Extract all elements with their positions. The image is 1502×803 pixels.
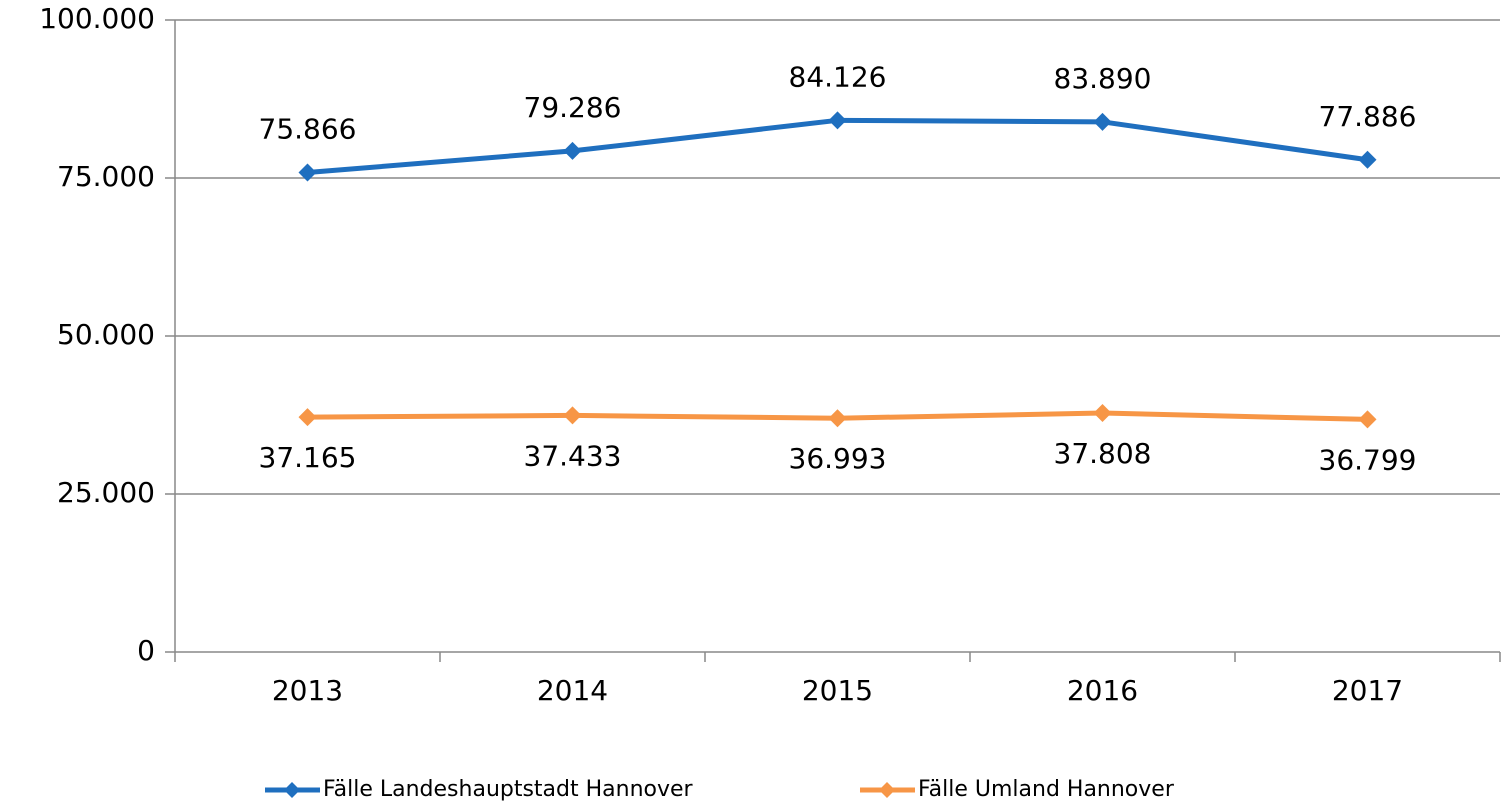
point xyxy=(298,163,317,182)
legend-marker xyxy=(879,782,895,798)
x-tick-label: 2017 xyxy=(1332,674,1403,707)
data-label: 84.126 xyxy=(789,60,887,93)
point xyxy=(828,111,847,130)
x-tick-label: 2014 xyxy=(537,674,608,707)
point xyxy=(1093,404,1112,423)
point xyxy=(563,406,582,425)
data-label: 83.890 xyxy=(1054,62,1152,95)
legend-marker xyxy=(284,782,300,798)
data-label: 77.886 xyxy=(1319,100,1417,133)
point xyxy=(1093,112,1112,131)
data-label: 79.286 xyxy=(524,91,622,124)
x-tick-label: 2013 xyxy=(272,674,343,707)
legend-label: Fälle Umland Hannover xyxy=(918,777,1175,802)
y-tick-label: 100.000 xyxy=(39,2,155,35)
data-label: 36.799 xyxy=(1319,443,1417,476)
y-tick-label: 50.000 xyxy=(57,318,155,351)
data-label: 36.993 xyxy=(789,442,887,475)
point xyxy=(1358,410,1377,429)
data-label: 37.808 xyxy=(1054,437,1152,470)
x-tick-label: 2015 xyxy=(802,674,873,707)
y-tick-label: 0 xyxy=(137,634,155,667)
y-tick-label: 75.000 xyxy=(57,160,155,193)
point xyxy=(563,141,582,160)
data-label: 75.866 xyxy=(259,113,357,146)
point xyxy=(828,409,847,428)
data-label: 37.165 xyxy=(259,441,357,474)
x-tick-label: 2016 xyxy=(1067,674,1138,707)
y-tick-label: 25.000 xyxy=(57,476,155,509)
legend-label: Fälle Landeshauptstadt Hannover xyxy=(323,777,694,802)
data-label: 37.433 xyxy=(524,439,622,472)
point xyxy=(298,408,317,427)
point xyxy=(1358,150,1377,169)
